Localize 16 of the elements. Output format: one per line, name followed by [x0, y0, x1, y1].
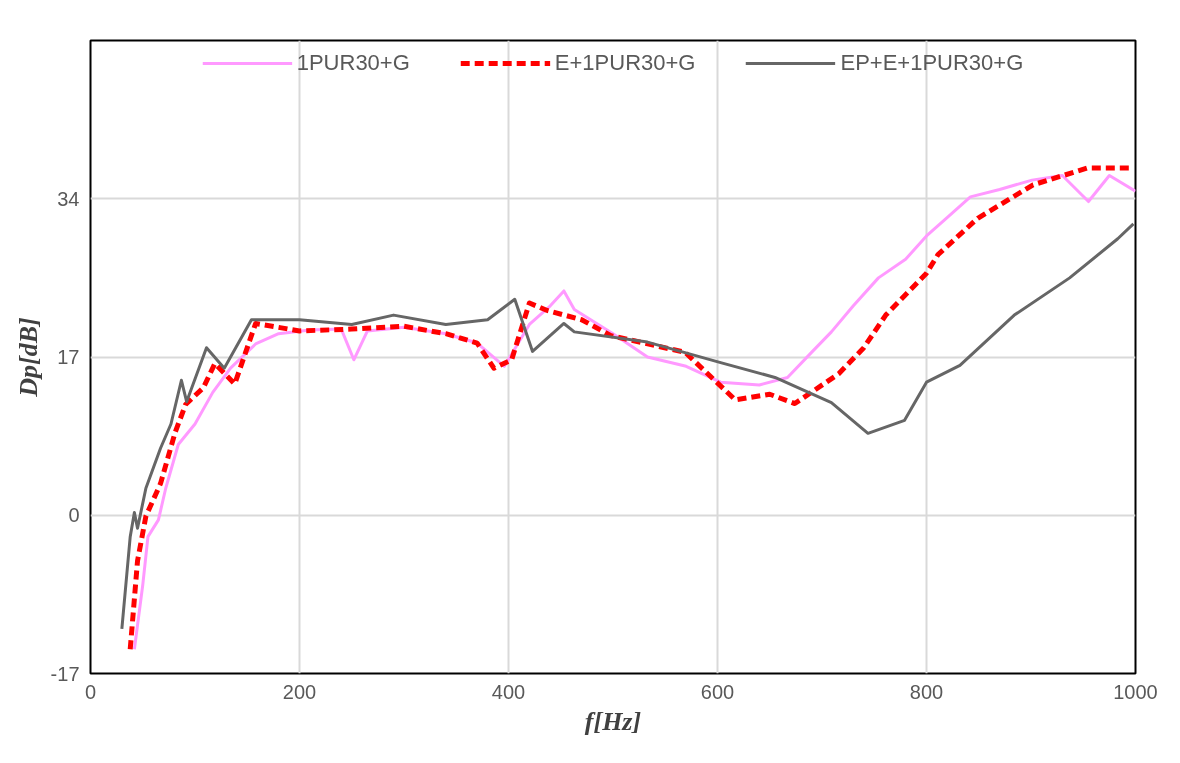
x-axis-title: f[Hz]	[584, 706, 642, 736]
y-axis-title: Dp[dB]	[13, 317, 43, 398]
y-tick-label: 17	[57, 346, 80, 368]
x-tick-label: 600	[700, 680, 735, 703]
x-tick-label: 200	[282, 680, 317, 703]
y-tick-label: 34	[57, 187, 80, 210]
x-tick-label: 800	[909, 680, 944, 703]
x-tick-label: 400	[491, 680, 526, 703]
y-tick-label: 0	[68, 504, 80, 527]
legend-label: EP+E+1PUR30+G	[840, 50, 1024, 76]
y-tick-label: -17	[50, 662, 80, 685]
legend-label: E+1PUR30+G	[554, 50, 696, 76]
x-tick-label: 0	[84, 680, 97, 703]
legend-label: 1PUR30+G	[296, 50, 410, 76]
line-series	[120, 222, 1135, 631]
x-tick-label: 1000	[1113, 680, 1158, 703]
